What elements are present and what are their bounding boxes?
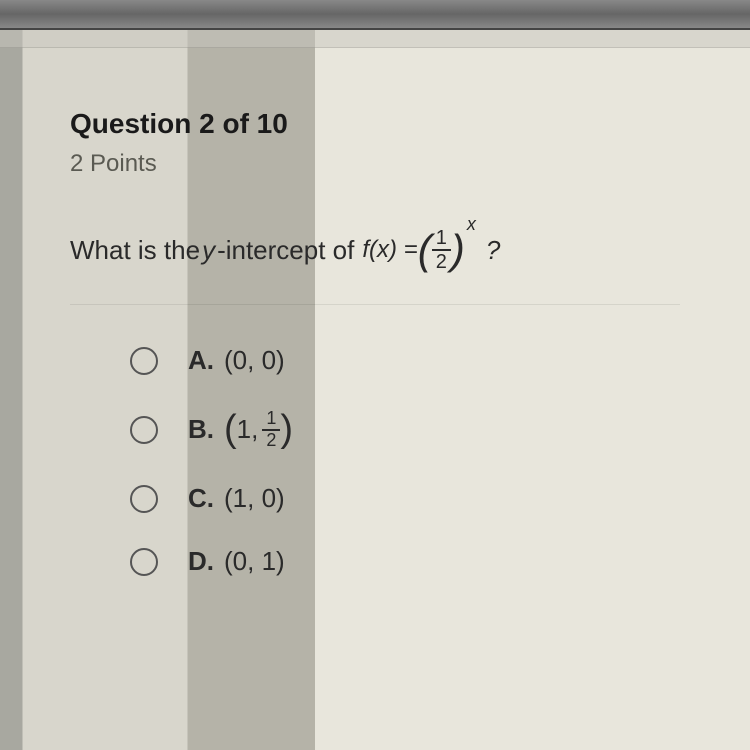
option-value: (1, 0) [224, 483, 285, 514]
formula-fraction: ( 1 2 ) x [418, 226, 476, 274]
option-a[interactable]: A. (0, 0) [130, 345, 680, 376]
radio-icon[interactable] [130, 548, 158, 576]
formula: f(x) = ( 1 2 ) x ? [362, 226, 500, 274]
question-number: Question 2 of 10 [70, 108, 680, 140]
frac-den: 2 [432, 251, 451, 273]
prompt-prefix: What is the [70, 235, 200, 266]
question-prompt: What is the y -intercept of f(x) = ( 1 2… [70, 226, 680, 274]
radio-icon[interactable] [130, 485, 158, 513]
question-content: Question 2 of 10 2 Points What is the y … [0, 48, 750, 629]
points-label: 2 Points [70, 150, 680, 178]
frac-num: 1 [432, 227, 451, 251]
prompt-y: y [202, 235, 215, 266]
option-letter: B. [188, 414, 214, 445]
option-value: (0, 0) [224, 345, 285, 376]
option-value: (0, 1) [224, 546, 285, 577]
header-bar [0, 0, 750, 30]
prompt-suffix: -intercept of [217, 235, 354, 266]
paren-left: ( [224, 408, 237, 451]
option-b-prefix: 1, [237, 414, 259, 445]
divider [70, 304, 680, 305]
paren-right: ) [280, 408, 293, 451]
exponent: x [467, 214, 476, 235]
option-letter: C. [188, 483, 214, 514]
option-letter: D. [188, 546, 214, 577]
option-value: ( 1, 1 2 ) [224, 408, 293, 451]
option-b[interactable]: B. ( 1, 1 2 ) [130, 408, 680, 451]
question-mark: ? [486, 235, 500, 266]
option-c[interactable]: C. (1, 0) [130, 483, 680, 514]
formula-lhs: f(x) = [362, 236, 417, 264]
radio-icon[interactable] [130, 416, 158, 444]
option-b-fraction: 1 2 [262, 409, 280, 451]
radio-icon[interactable] [130, 347, 158, 375]
spacer [0, 30, 750, 48]
frac-den: 2 [262, 431, 280, 451]
option-letter: A. [188, 345, 214, 376]
paren-left: ( [418, 226, 432, 274]
paren-right: ) [451, 226, 465, 274]
frac-num: 1 [262, 409, 280, 431]
option-d[interactable]: D. (0, 1) [130, 546, 680, 577]
options-list: A. (0, 0) B. ( 1, 1 2 ) C. (1, 0) D. [70, 345, 680, 577]
fraction: 1 2 [432, 227, 451, 273]
